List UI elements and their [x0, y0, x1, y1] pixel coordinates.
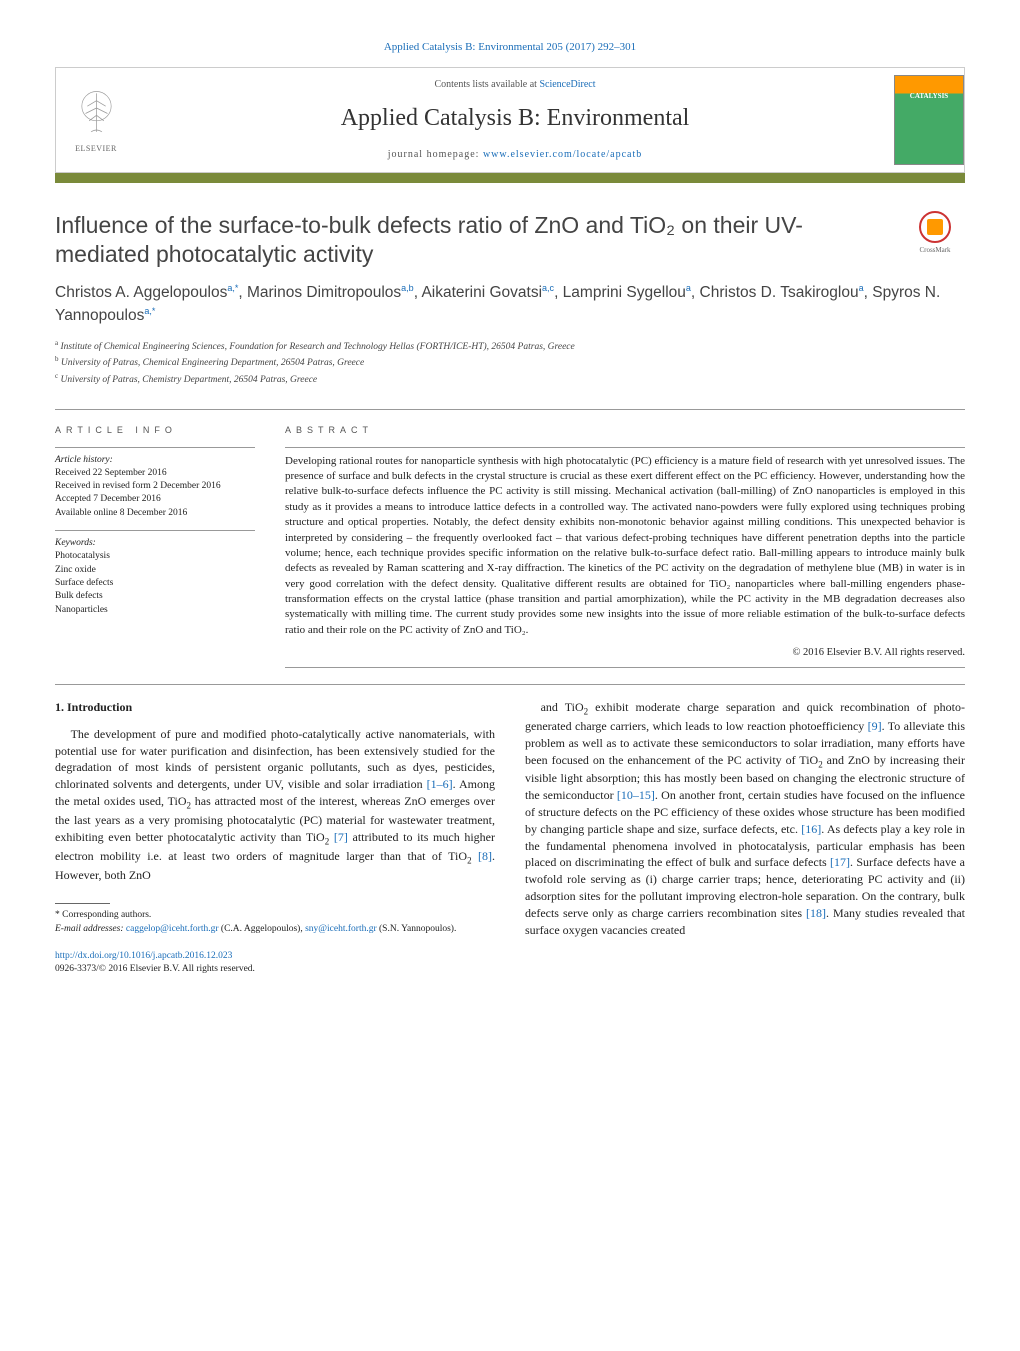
divider-bar [55, 173, 965, 183]
journal-name: Applied Catalysis B: Environmental [146, 102, 884, 136]
corr-label: * Corresponding authors. [55, 909, 495, 922]
elsevier-logo: ELSEVIER [56, 75, 136, 165]
email-link[interactable]: sny@iceht.forth.gr [305, 924, 377, 934]
abstract-heading: ABSTRACT [285, 424, 965, 437]
history-item: Accepted 7 December 2016 [55, 493, 255, 506]
authors-list: Christos A. Aggelopoulosa,*, Marinos Dim… [55, 282, 965, 327]
issn-copyright: 0926-3373/© 2016 Elsevier B.V. All right… [55, 964, 255, 974]
body-col-left: 1. Introduction The development of pure … [55, 699, 495, 977]
corr-emails: E-mail addresses: caggelop@iceht.forth.g… [55, 923, 495, 936]
page-container: Applied Catalysis B: Environmental 205 (… [0, 0, 1020, 1017]
article-info-heading: ARTICLE INFO [55, 424, 255, 437]
doi-block: http://dx.doi.org/10.1016/j.apcatb.2016.… [55, 950, 495, 977]
journal-cover-thumb: CATALYSIS [894, 75, 964, 165]
elsevier-tree-icon [69, 86, 124, 141]
paragraph: The development of pure and modified pho… [55, 726, 495, 884]
article-info-col: ARTICLE INFO Article history: Received 2… [55, 424, 255, 674]
rule [285, 447, 965, 448]
keywords-block: Keywords: Photocatalysis Zinc oxide Surf… [55, 537, 255, 617]
doi-link[interactable]: http://dx.doi.org/10.1016/j.apcatb.2016.… [55, 951, 232, 961]
keyword: Bulk defects [55, 590, 255, 603]
rule [55, 447, 255, 448]
abstract-copyright: © 2016 Elsevier B.V. All rights reserved… [285, 646, 965, 661]
header-center: Contents lists available at ScienceDirec… [136, 68, 894, 172]
abstract-col: ABSTRACT Developing rational routes for … [285, 424, 965, 674]
history-item: Received in revised form 2 December 2016 [55, 480, 255, 493]
title-row: Influence of the surface-to-bulk defects… [55, 211, 965, 269]
footnote-separator [55, 903, 110, 904]
history-item: Received 22 September 2016 [55, 467, 255, 480]
rule [285, 667, 965, 668]
history-label: Article history: [55, 454, 255, 467]
homepage-line: journal homepage: www.elsevier.com/locat… [146, 148, 884, 162]
homepage-label: journal homepage: [388, 149, 483, 160]
journal-header-box: ELSEVIER Contents lists available at Sci… [55, 67, 965, 173]
affiliations: a Institute of Chemical Engineering Scie… [55, 338, 965, 387]
homepage-link[interactable]: www.elsevier.com/locate/apcatb [483, 149, 642, 160]
keyword: Nanoparticles [55, 604, 255, 617]
cover-thumb-title: CATALYSIS [895, 92, 963, 102]
email-link[interactable]: caggelop@iceht.forth.gr [126, 924, 219, 934]
keyword: Zinc oxide [55, 564, 255, 577]
crossmark-icon [919, 211, 951, 243]
abstract-text: Developing rational routes for nanoparti… [285, 454, 965, 639]
elsevier-wordmark: ELSEVIER [75, 143, 117, 154]
affiliation: a Institute of Chemical Engineering Scie… [55, 338, 965, 354]
paragraph: and TiO2 exhibit moderate charge separat… [525, 699, 965, 939]
article-history: Article history: Received 22 September 2… [55, 454, 255, 520]
article-title: Influence of the surface-to-bulk defects… [55, 211, 885, 269]
keyword: Surface defects [55, 577, 255, 590]
keyword: Photocatalysis [55, 550, 255, 563]
running-head: Applied Catalysis B: Environmental 205 (… [55, 40, 965, 55]
body-col-right: and TiO2 exhibit moderate charge separat… [525, 699, 965, 977]
rule [55, 530, 255, 531]
section-heading: 1. Introduction [55, 699, 495, 716]
affiliation: c University of Patras, Chemistry Depart… [55, 371, 965, 387]
info-abstract-row: ARTICLE INFO Article history: Received 2… [55, 424, 965, 674]
corresponding-footnote: * Corresponding authors. E-mail addresse… [55, 909, 495, 936]
history-item: Available online 8 December 2016 [55, 507, 255, 520]
crossmark-badge[interactable]: CrossMark [905, 211, 965, 256]
body-columns: 1. Introduction The development of pure … [55, 699, 965, 977]
keywords-label: Keywords: [55, 537, 255, 550]
crossmark-label: CrossMark [919, 246, 950, 256]
rule [55, 684, 965, 685]
contents-text: Contents lists available at [434, 79, 539, 90]
running-head-link[interactable]: Applied Catalysis B: Environmental 205 (… [384, 41, 636, 53]
contents-line: Contents lists available at ScienceDirec… [146, 78, 884, 92]
sciencedirect-link[interactable]: ScienceDirect [539, 79, 595, 90]
affiliation: b University of Patras, Chemical Enginee… [55, 354, 965, 370]
rule [55, 409, 965, 410]
